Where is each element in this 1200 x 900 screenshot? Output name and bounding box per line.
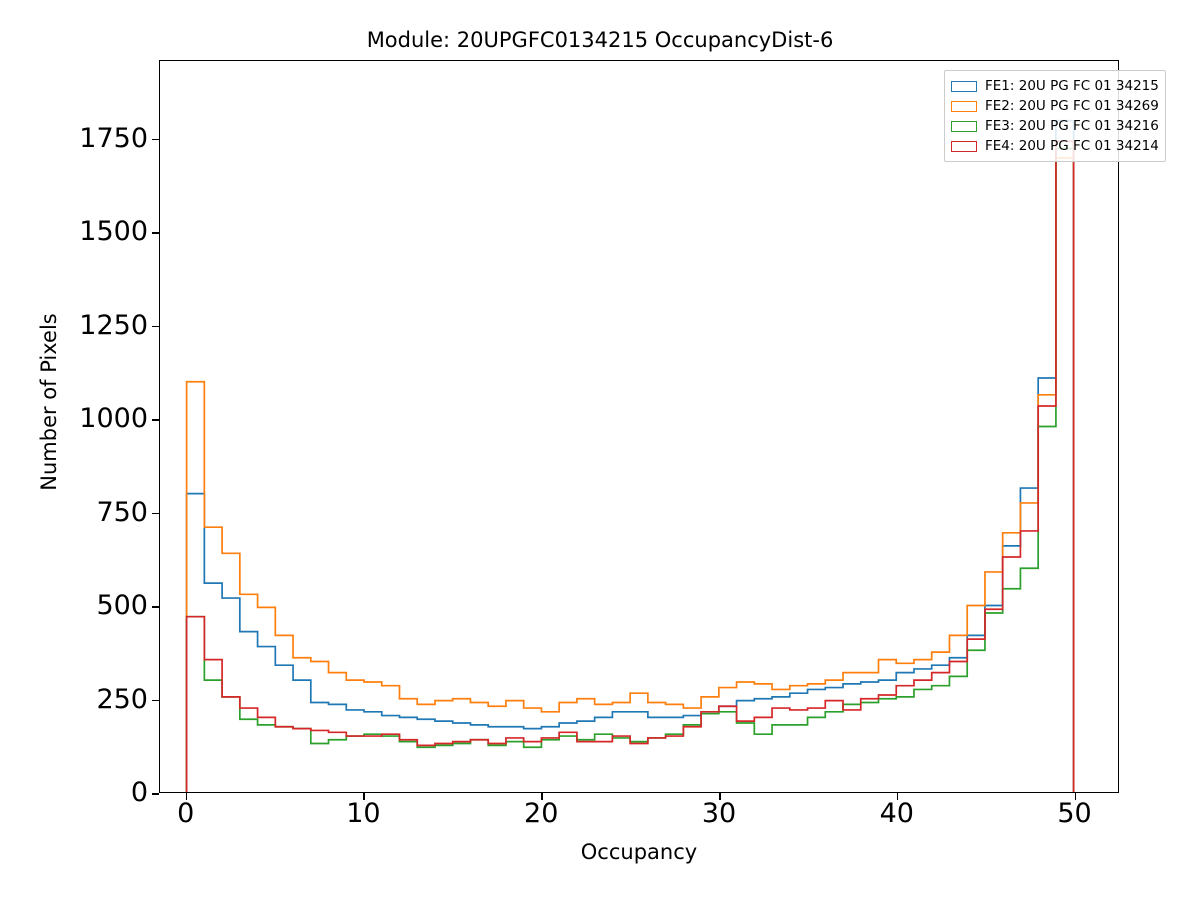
x-tick-label: 50 — [1057, 798, 1092, 829]
legend-color-swatch — [951, 140, 977, 152]
y-tick-label: 500 — [96, 590, 148, 621]
legend-label: FE4: 20U PG FC 01 34214 — [985, 138, 1159, 154]
x-tick-label: 20 — [524, 798, 559, 829]
legend-color-swatch — [951, 80, 977, 92]
y-tick-mark — [152, 419, 159, 421]
x-tick-mark — [896, 793, 899, 800]
x-axis-tick-labels: 0 10 20 30 40 50 — [0, 800, 1200, 840]
x-axis-label: Occupancy — [580, 840, 698, 864]
legend-color-swatch — [951, 120, 977, 132]
chart-title: Module: 20UPGFC0134215 OccupancyDist-6 — [366, 28, 834, 52]
plot-area — [159, 60, 1119, 793]
legend-label: FE1: 20U PG FC 01 34215 — [985, 78, 1159, 94]
plot-lines — [160, 61, 1118, 792]
y-tick-label: 1000 — [79, 403, 148, 435]
x-tick-mark — [185, 793, 188, 800]
legend-label: FE3: 20U PG FC 01 34216 — [985, 118, 1159, 134]
y-tick-mark — [152, 138, 159, 141]
chart-legend: FE1: 20U PG FC 01 34215 FE2: 20U PG FC 01… — [944, 70, 1166, 162]
y-tick-label: 250 — [96, 683, 148, 715]
x-tick-mark — [719, 793, 721, 800]
x-tick-label: 10 — [346, 798, 381, 829]
y-tick-mark — [152, 699, 159, 702]
x-tick-label: 40 — [879, 798, 914, 829]
y-axis-tick-labels: 0 250 500 750 1000 1250 1500 1750 — [0, 0, 148, 900]
legend-item[interactable]: FE3: 20U PG FC 01 34216 — [951, 116, 1159, 136]
x-tick-label: 0 — [177, 798, 195, 829]
y-tick-label: 750 — [96, 496, 148, 528]
legend-item[interactable]: FE2: 20U PG FC 01 34269 — [951, 96, 1159, 116]
x-tick-mark — [363, 793, 366, 800]
y-tick-mark — [152, 512, 159, 515]
legend-color-swatch — [951, 100, 977, 112]
y-tick-mark — [152, 232, 159, 234]
series-line — [187, 158, 1074, 792]
x-tick-mark — [541, 793, 543, 800]
y-tick-label: 0 — [130, 777, 148, 808]
legend-item[interactable]: FE1: 20U PG FC 01 34215 — [951, 76, 1159, 96]
y-tick-mark — [152, 606, 159, 608]
series-line — [187, 141, 1074, 792]
y-tick-label: 1500 — [79, 216, 148, 248]
y-tick-label: 1250 — [79, 309, 148, 341]
legend-item[interactable]: FE4: 20U PG FC 01 34214 — [951, 136, 1159, 156]
y-tick-mark — [152, 325, 159, 328]
legend-label: FE2: 20U PG FC 01 34269 — [985, 98, 1159, 114]
y-tick-mark — [152, 793, 159, 795]
series-line — [187, 121, 1074, 792]
x-tick-mark — [1074, 793, 1077, 800]
y-tick-label: 1750 — [79, 122, 148, 154]
x-tick-label: 30 — [701, 798, 737, 829]
